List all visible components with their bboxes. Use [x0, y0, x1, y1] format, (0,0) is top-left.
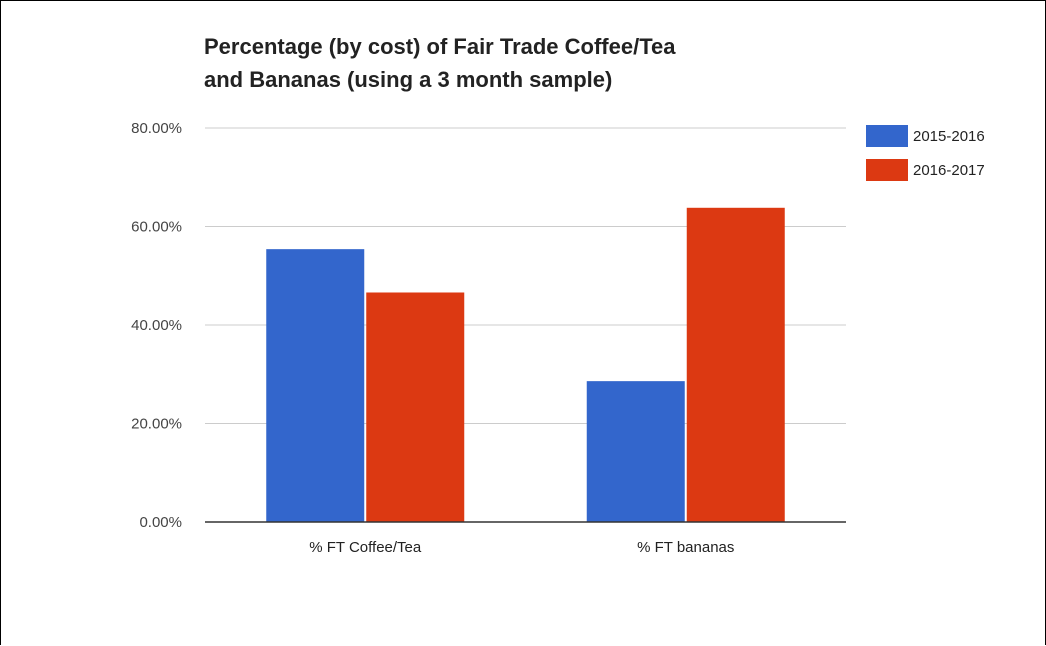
chart-title-line-1: Percentage (by cost) of Fair Trade Coffe…: [204, 34, 676, 59]
bar: [686, 207, 785, 522]
legend-swatch-2016-2017: [866, 159, 908, 181]
chart-title: Percentage (by cost) of Fair Trade Coffe…: [204, 30, 824, 96]
legend-item-2015-2016: 2015-2016: [866, 125, 985, 147]
x-tick-label: % FT Coffee/Tea: [309, 539, 422, 556]
y-tick-label: 60.00%: [131, 219, 182, 236]
legend-label-2015-2016: 2015-2016: [913, 127, 985, 145]
chart-title-line-2: and Bananas (using a 3 month sample): [204, 67, 613, 92]
bar: [586, 381, 685, 522]
bar: [266, 249, 365, 522]
y-tick-label: 40.00%: [131, 317, 182, 334]
y-tick-label: 20.00%: [131, 416, 182, 433]
x-tick-label: % FT bananas: [637, 539, 734, 556]
legend-swatch-2015-2016: [866, 125, 908, 147]
legend: 2015-2016 2016-2017: [866, 125, 985, 193]
y-tick-label: 80.00%: [131, 120, 182, 137]
y-tick-label: 0.00%: [139, 514, 182, 531]
legend-item-2016-2017: 2016-2017: [866, 159, 985, 181]
bar: [366, 292, 465, 522]
legend-label-2016-2017: 2016-2017: [913, 161, 985, 179]
